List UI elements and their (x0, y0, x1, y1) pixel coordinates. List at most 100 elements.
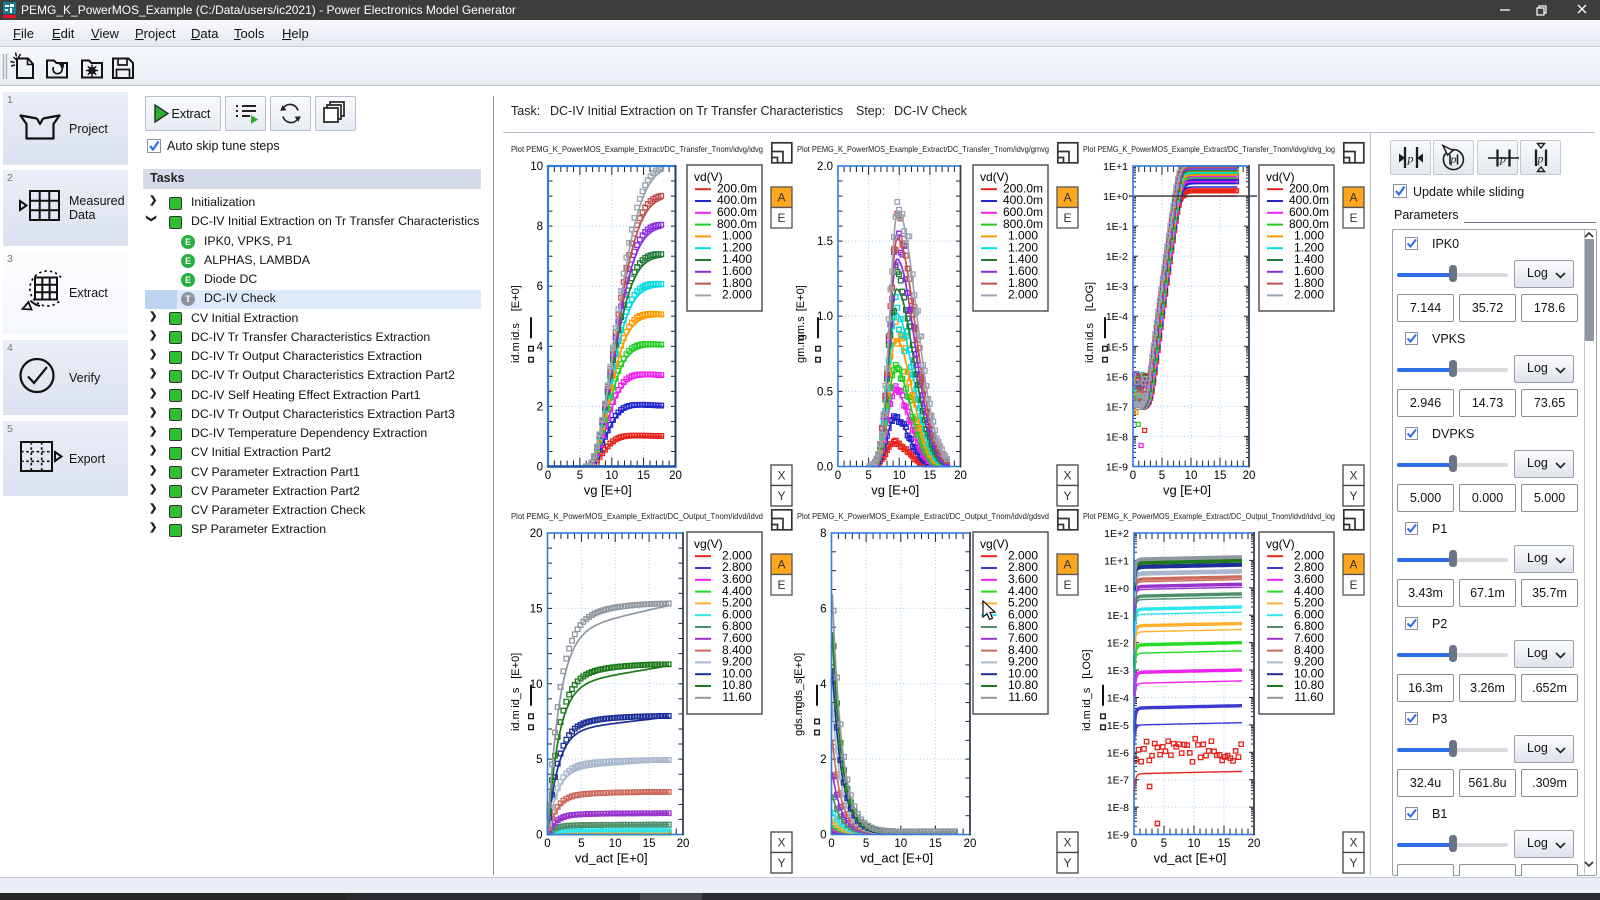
svg-text:1.800: 1.800 (1294, 276, 1324, 290)
svg-text:2.000: 2.000 (1294, 288, 1324, 302)
svg-text:gm.m: gm.m (795, 336, 807, 364)
svg-text:0: 0 (835, 470, 841, 482)
svg-text:20: 20 (1243, 470, 1256, 482)
svg-text:4: 4 (820, 679, 827, 691)
svg-text:1.800: 1.800 (722, 276, 752, 290)
svg-text:Y: Y (1063, 489, 1071, 503)
svg-text:10.80: 10.80 (1008, 678, 1038, 692)
svg-text:id.m: id.m (1084, 342, 1096, 363)
svg-text:1.400: 1.400 (1008, 252, 1038, 266)
svg-text:15: 15 (929, 838, 942, 850)
svg-text:0: 0 (820, 830, 826, 842)
svg-text:id.s: id.s (1084, 323, 1096, 341)
svg-text:10: 10 (609, 838, 622, 850)
svg-text:2.000: 2.000 (1008, 288, 1038, 302)
svg-text:E: E (1349, 211, 1357, 225)
svg-text:3.600: 3.600 (1008, 572, 1038, 586)
svg-text:3.600: 3.600 (722, 572, 752, 586)
svg-text:2.0: 2.0 (817, 161, 833, 173)
svg-text:1E-4: 1E-4 (1107, 693, 1129, 705)
svg-text:E: E (1063, 578, 1071, 592)
svg-text:1.400: 1.400 (1294, 252, 1324, 266)
svg-text:1E-6: 1E-6 (1107, 747, 1129, 759)
svg-text:5: 5 (863, 838, 869, 850)
svg-text:6.800: 6.800 (1294, 619, 1324, 633)
svg-text:1E-7: 1E-7 (1107, 775, 1129, 787)
svg-text:1.600: 1.600 (722, 264, 752, 278)
svg-text:Plot PEMG_K_PowerMOS_Example_E: Plot PEMG_K_PowerMOS_Example_Extract/DC_… (511, 144, 763, 154)
svg-text:1.5: 1.5 (817, 236, 833, 248)
svg-text:10: 10 (530, 161, 543, 173)
svg-text:E: E (777, 578, 785, 592)
svg-text:15: 15 (924, 470, 937, 482)
svg-text:1E-3: 1E-3 (1106, 281, 1128, 293)
svg-text:400.0m: 400.0m (1289, 193, 1329, 207)
svg-text:10: 10 (530, 679, 543, 691)
svg-text:1E-9: 1E-9 (1106, 462, 1128, 474)
svg-text:20: 20 (1248, 838, 1261, 850)
svg-text:E: E (1349, 578, 1357, 592)
svg-text:Y: Y (777, 489, 785, 503)
svg-text:vd_act [E+0]: vd_act [E+0] (575, 851, 648, 866)
svg-text:[E+0]: [E+0] (510, 653, 522, 679)
svg-text:1.200: 1.200 (1294, 240, 1324, 254)
svg-text:1E+1: 1E+1 (1103, 161, 1128, 173)
svg-text:Plot PEMG_K_PowerMOS_Example_E: Plot PEMG_K_PowerMOS_Example_Extract/DC_… (511, 511, 763, 521)
svg-text:A: A (777, 191, 785, 205)
svg-text:vd(V): vd(V) (1266, 170, 1295, 184)
svg-text:11.60: 11.60 (1008, 690, 1037, 704)
svg-text:gds_s: gds_s (793, 678, 805, 708)
svg-text:8: 8 (537, 221, 543, 233)
svg-text:400.0m: 400.0m (1003, 193, 1043, 207)
svg-text:Plot PEMG_K_PowerMOS_Example_E: Plot PEMG_K_PowerMOS_Example_Extract/DC_… (1083, 144, 1335, 154)
svg-text:id_s: id_s (510, 687, 522, 708)
svg-text:1E-1: 1E-1 (1106, 221, 1128, 233)
svg-text:[E+0]: [E+0] (793, 653, 805, 679)
svg-text:A: A (1063, 558, 1071, 572)
svg-text:15: 15 (643, 838, 656, 850)
svg-text:10: 10 (1188, 838, 1201, 850)
svg-text:5.200: 5.200 (722, 596, 752, 610)
svg-text:0: 0 (544, 838, 550, 850)
svg-text:X: X (1063, 836, 1071, 850)
svg-text:A: A (1063, 191, 1071, 205)
svg-text:0.0: 0.0 (817, 462, 833, 474)
svg-text:1.800: 1.800 (1008, 276, 1038, 290)
svg-text:1E-5: 1E-5 (1107, 720, 1129, 732)
svg-text:p: p (1537, 152, 1544, 166)
svg-text:600.0m: 600.0m (717, 205, 757, 219)
svg-text:p: p (1407, 152, 1414, 166)
svg-text:20: 20 (964, 838, 977, 850)
svg-text:vg(V): vg(V) (1266, 537, 1295, 551)
svg-text:600.0m: 600.0m (1289, 205, 1329, 219)
svg-text:Y: Y (777, 856, 785, 870)
svg-text:A: A (1349, 558, 1357, 572)
svg-text:4: 4 (537, 341, 544, 353)
svg-text:1.600: 1.600 (1008, 264, 1038, 278)
svg-text:gds.m: gds.m (793, 706, 805, 736)
svg-text:7.600: 7.600 (1294, 631, 1324, 645)
svg-text:1E-2: 1E-2 (1106, 251, 1128, 263)
svg-text:1E+0: 1E+0 (1104, 583, 1129, 595)
svg-text:Y: Y (1349, 489, 1357, 503)
svg-text:10.80: 10.80 (722, 678, 752, 692)
svg-text:8.400: 8.400 (1294, 643, 1324, 657)
svg-text:p: p (1499, 152, 1506, 166)
svg-text:2.800: 2.800 (1294, 560, 1324, 574)
svg-text:E: E (777, 211, 785, 225)
svg-text:10: 10 (605, 470, 618, 482)
svg-text:0: 0 (545, 470, 551, 482)
svg-text:20: 20 (954, 470, 967, 482)
svg-text:1E-8: 1E-8 (1107, 802, 1129, 814)
svg-text:10: 10 (893, 470, 906, 482)
svg-text:1E+1: 1E+1 (1104, 555, 1129, 567)
svg-text:800.0m: 800.0m (1003, 217, 1043, 231)
svg-text:10.80: 10.80 (1294, 678, 1324, 692)
svg-text:A: A (777, 558, 785, 572)
svg-text:6.000: 6.000 (1008, 607, 1038, 621)
svg-text:id.m: id.m (1081, 710, 1093, 731)
svg-text:4.400: 4.400 (1008, 584, 1038, 598)
svg-text:vg [E+0]: vg [E+0] (871, 483, 919, 498)
svg-text:vd_act [E+0]: vd_act [E+0] (1154, 851, 1227, 866)
svg-text:vg [E+0]: vg [E+0] (584, 483, 632, 498)
